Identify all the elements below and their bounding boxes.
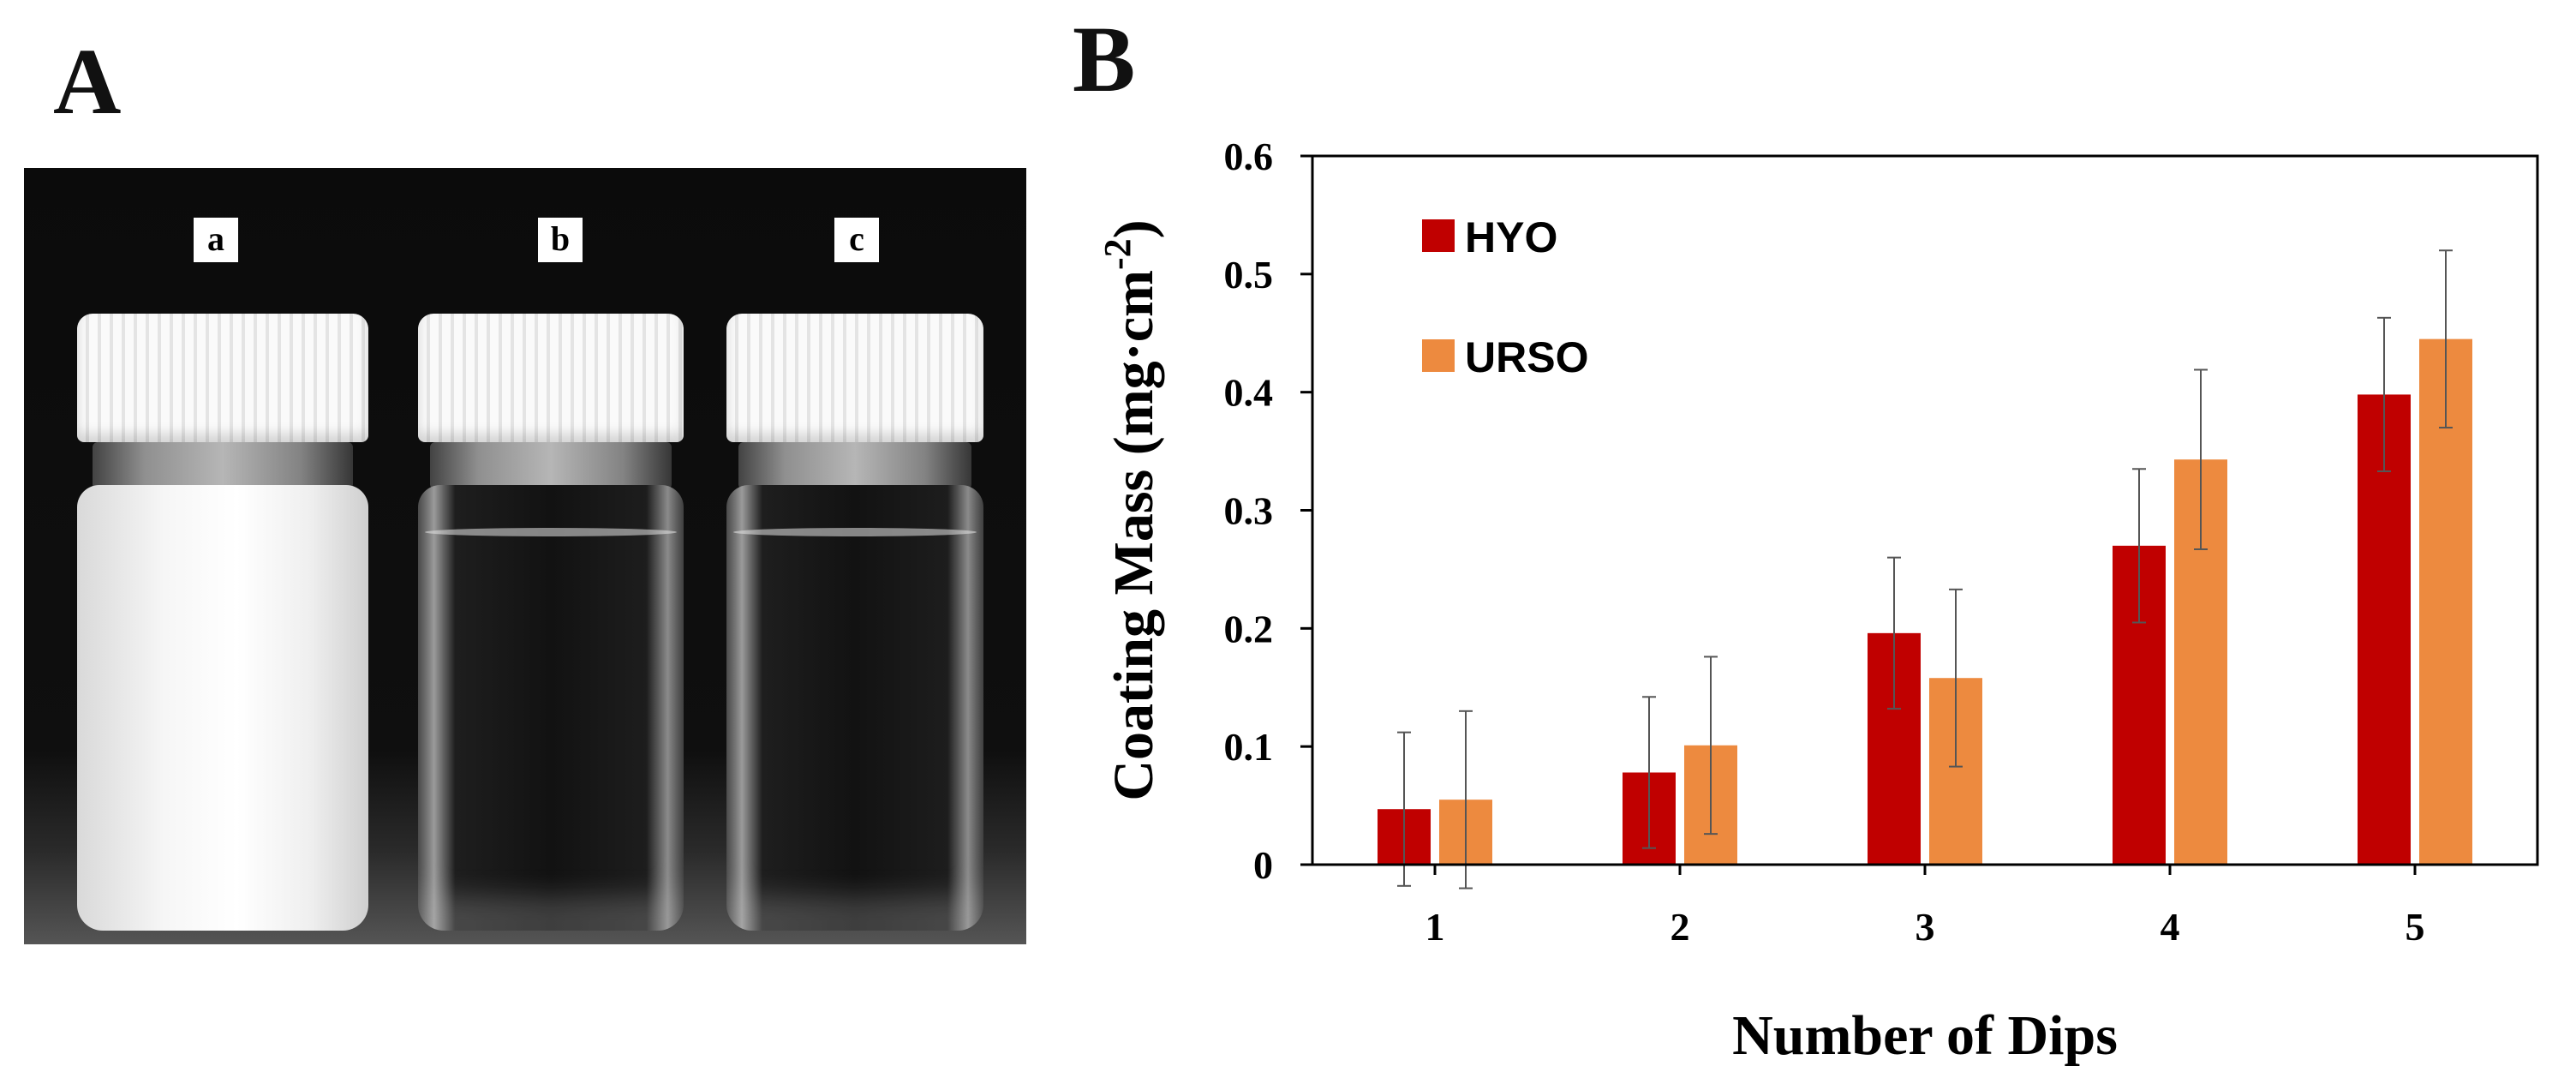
meniscus xyxy=(425,528,677,536)
vial-a xyxy=(77,314,368,931)
vial-cap xyxy=(77,314,368,442)
x-tick-label: 2 xyxy=(1671,905,1690,949)
vial-tag-b: b xyxy=(538,218,583,262)
y-axis-label-close: ) xyxy=(1103,219,1165,238)
y-tick-label: 0 xyxy=(1253,843,1273,887)
x-tick-label: 4 xyxy=(2161,905,2180,949)
vial-body xyxy=(418,485,684,931)
x-axis-ticks: 1 2 3 4 5 xyxy=(1425,865,2425,949)
y-axis-label-superscript: -2 xyxy=(1097,238,1139,270)
vial-cap xyxy=(726,314,983,442)
bar-hyo-5 xyxy=(2358,394,2411,865)
vial-tag-a: a xyxy=(194,218,238,262)
vial-b xyxy=(418,314,684,931)
y-tick-label: 0.4 xyxy=(1224,371,1274,415)
vial-body xyxy=(726,485,983,931)
legend-label-hyo: HYO xyxy=(1465,213,1557,261)
y-axis-label-main: Coating Mass (mg·cm xyxy=(1103,270,1165,801)
vial-body xyxy=(77,485,368,931)
vial-cap xyxy=(418,314,684,442)
y-axis-label: Coating Mass (mg·cm-2) xyxy=(1097,219,1165,800)
vial-neck xyxy=(93,442,353,489)
legend-swatch-urso xyxy=(1422,339,1455,372)
vial-neck xyxy=(738,442,971,489)
legend-swatch-hyo xyxy=(1422,219,1455,252)
vial-neck xyxy=(430,442,672,489)
x-axis-label: Number of Dips xyxy=(1732,1004,2118,1067)
plot-frame xyxy=(1311,154,2539,866)
error-bar-group xyxy=(1397,249,2453,889)
x-tick-label: 1 xyxy=(1425,905,1445,949)
legend-label-urso: URSO xyxy=(1465,333,1588,381)
vials-photo: a b c xyxy=(24,168,1026,944)
y-tick-label: 0.3 xyxy=(1224,489,1274,533)
vial-tag-c: c xyxy=(834,218,879,262)
y-tick-label: 0.1 xyxy=(1224,725,1274,769)
y-tick-label: 0.6 xyxy=(1224,135,1274,178)
bar-group xyxy=(1378,338,2472,865)
x-tick-label: 3 xyxy=(1916,905,1935,949)
legend: HYO URSO xyxy=(1422,213,1588,381)
y-axis-ticks: 0 0.1 0.2 0.3 0.4 0.5 0.6 xyxy=(1224,135,1312,887)
panel-label-b: B xyxy=(1073,7,1136,111)
x-tick-label: 5 xyxy=(2406,905,2425,949)
meniscus xyxy=(733,528,977,536)
panel-label-a: A xyxy=(53,29,122,134)
y-tick-label: 0.2 xyxy=(1224,607,1274,650)
vial-c xyxy=(726,314,983,931)
y-tick-label: 0.5 xyxy=(1224,253,1274,296)
